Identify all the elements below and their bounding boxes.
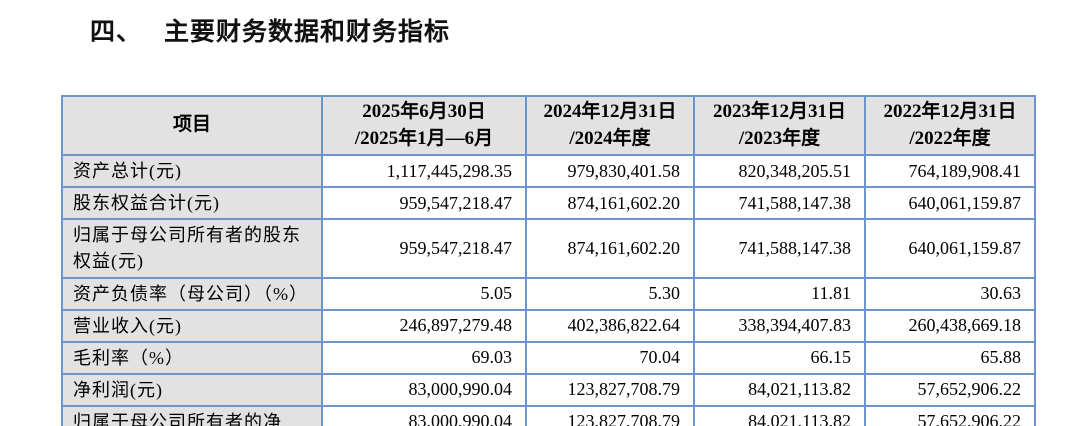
cell-value: 5.05 xyxy=(321,276,527,311)
cell-value: 640,061,159.87 xyxy=(864,186,1036,221)
cell-value: 874,161,602.20 xyxy=(525,186,695,221)
table-row: 股东权益合计(元) 959,547,218.47 874,161,602.20 … xyxy=(61,186,1036,221)
cell-value: 979,830,401.58 xyxy=(525,154,695,189)
table-row: 净利润(元) 83,000,990.04 123,827,708.79 84,0… xyxy=(61,372,1036,407)
row-label: 股东权益合计(元) xyxy=(61,186,323,221)
row-label: 归属于母公司所有者的净 xyxy=(61,404,323,426)
row-label: 资产负债率（母公司）（%） xyxy=(61,276,323,311)
cell-value: 65.88 xyxy=(864,340,1036,375)
row-label: 归属于母公司所有者的股东权益(元) xyxy=(61,218,323,279)
section-title: 主要财务数据和财务指标 xyxy=(164,19,451,46)
table-row: 归属于母公司所有者的净 83,000,990.04 123,827,708.79… xyxy=(61,404,1036,426)
cell-value: 246,897,279.48 xyxy=(321,308,527,343)
column-header-2025: 2025年6月30日 /2025年1月—6月 xyxy=(321,94,527,157)
column-header-2022: 2022年12月31日 /2022年度 xyxy=(864,94,1036,157)
cell-value: 70.04 xyxy=(525,340,695,375)
cell-value: 820,348,205.51 xyxy=(693,154,866,189)
financial-table: 项目 2025年6月30日 /2025年1月—6月 2024年12月31日 /2… xyxy=(61,94,1036,426)
table-row: 归属于母公司所有者的股东权益(元) 959,547,218.47 874,161… xyxy=(61,218,1036,279)
cell-value: 66.15 xyxy=(693,340,866,375)
table-row: 毛利率（%） 69.03 70.04 66.15 65.88 xyxy=(61,340,1036,375)
table-row: 资产总计(元) 1,117,445,298.35 979,830,401.58 … xyxy=(61,154,1036,189)
cell-value: 741,588,147.38 xyxy=(693,218,866,279)
cell-value: 84,021,113.82 xyxy=(693,404,866,426)
cell-value: 83,000,990.04 xyxy=(321,372,527,407)
column-header-item: 项目 xyxy=(61,94,323,157)
section-heading: 四、 主要财务数据和财务指标 xyxy=(90,12,450,48)
cell-value: 959,547,218.47 xyxy=(321,186,527,221)
table-row: 营业收入(元) 246,897,279.48 402,386,822.64 33… xyxy=(61,308,1036,343)
row-label: 资产总计(元) xyxy=(61,154,323,189)
cell-value: 123,827,708.79 xyxy=(525,404,695,426)
cell-value: 83,000,990.04 xyxy=(321,404,527,426)
column-header-2024: 2024年12月31日 /2024年度 xyxy=(525,94,695,157)
cell-value: 402,386,822.64 xyxy=(525,308,695,343)
cell-value: 338,394,407.83 xyxy=(693,308,866,343)
cell-value: 764,189,908.41 xyxy=(864,154,1036,189)
cell-value: 11.81 xyxy=(693,276,866,311)
cell-value: 57,652,906.22 xyxy=(864,372,1036,407)
cell-value: 5.30 xyxy=(525,276,695,311)
row-label: 毛利率（%） xyxy=(61,340,323,375)
cell-value: 959,547,218.47 xyxy=(321,218,527,279)
cell-value: 741,588,147.38 xyxy=(693,186,866,221)
cell-value: 260,438,669.18 xyxy=(864,308,1036,343)
cell-value: 30.63 xyxy=(864,276,1036,311)
table-row: 资产负债率（母公司）（%） 5.05 5.30 11.81 30.63 xyxy=(61,276,1036,311)
cell-value: 57,652,906.22 xyxy=(864,404,1036,426)
cell-value: 123,827,708.79 xyxy=(525,372,695,407)
cell-value: 1,117,445,298.35 xyxy=(321,154,527,189)
cell-value: 640,061,159.87 xyxy=(864,218,1036,279)
column-header-2023: 2023年12月31日 /2023年度 xyxy=(693,94,866,157)
cell-value: 84,021,113.82 xyxy=(693,372,866,407)
cell-value: 69.03 xyxy=(321,340,527,375)
section-number: 四、 xyxy=(90,19,143,46)
table-header-row: 项目 2025年6月30日 /2025年1月—6月 2024年12月31日 /2… xyxy=(61,94,1036,157)
cell-value: 874,161,602.20 xyxy=(525,218,695,279)
row-label: 营业收入(元) xyxy=(61,308,323,343)
row-label: 净利润(元) xyxy=(61,372,323,407)
